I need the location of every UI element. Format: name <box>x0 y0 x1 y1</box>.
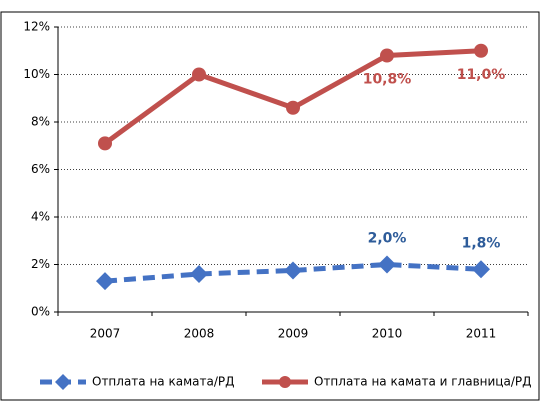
y-tick-label: 10% <box>23 67 50 81</box>
data-point <box>472 260 490 279</box>
y-tick-label: 6% <box>31 162 50 176</box>
data-point <box>378 255 396 274</box>
x-tick-label: 2009 <box>278 327 309 341</box>
data-point <box>286 100 300 115</box>
y-tick-label: 4% <box>31 210 50 224</box>
series-line <box>104 261 482 284</box>
y-tick-label: 8% <box>31 115 50 129</box>
chart-border <box>0 11 540 401</box>
legend-label: Отплата на камата и главница/РД <box>314 375 531 389</box>
x-tick-label: 2007 <box>90 327 121 341</box>
data-point <box>98 136 112 151</box>
x-tick-label: 2010 <box>372 327 403 341</box>
data-label: 10,8% <box>363 72 412 88</box>
y-tick-label: 12% <box>23 20 50 34</box>
y-tick-label: 2% <box>31 257 50 271</box>
x-tick-label: 2011 <box>466 327 497 341</box>
series-line <box>103 48 482 146</box>
data-point <box>284 261 302 280</box>
legend-marker <box>55 374 71 390</box>
x-tick-label: 2008 <box>184 327 215 341</box>
data-label: 2,0% <box>368 231 407 247</box>
data-point <box>192 67 206 82</box>
data-point <box>474 43 488 58</box>
data-label: 1,8% <box>462 235 501 251</box>
data-point <box>380 48 394 63</box>
data-label: 11,0% <box>457 67 506 83</box>
data-point <box>190 265 208 283</box>
legend-label: Отплата на камата/РД <box>92 375 234 389</box>
data-point <box>96 272 114 291</box>
y-tick-label: 0% <box>31 305 50 319</box>
legend-marker <box>279 376 291 388</box>
